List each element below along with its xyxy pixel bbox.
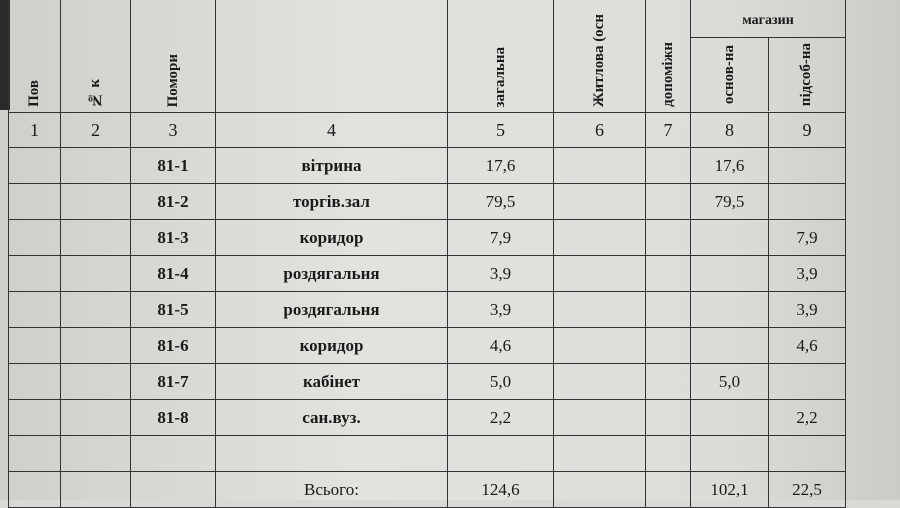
table-row: 81-6 коридор 4,6 4,6 bbox=[8, 327, 846, 364]
cell bbox=[645, 255, 691, 292]
cell bbox=[690, 327, 769, 364]
cell bbox=[8, 327, 61, 364]
header-floor: Пов bbox=[8, 0, 61, 113]
cell: 79,5 bbox=[447, 183, 554, 220]
cell: 81-1 bbox=[130, 147, 216, 184]
cell bbox=[768, 363, 846, 400]
cell bbox=[8, 291, 61, 328]
cell bbox=[645, 291, 691, 328]
cell bbox=[645, 183, 691, 220]
cell: сан.вуз. bbox=[215, 399, 448, 436]
cell bbox=[8, 255, 61, 292]
cell bbox=[60, 255, 131, 292]
header-living: Житлова (осн bbox=[553, 0, 646, 113]
cell: 81-3 bbox=[130, 219, 216, 256]
table-row: 81-2 торгів.зал 79,5 79,5 bbox=[8, 183, 846, 220]
header-auxiliary: допоміжн bbox=[645, 0, 691, 113]
cell: коридор bbox=[215, 219, 448, 256]
cell bbox=[553, 183, 646, 220]
cell bbox=[60, 291, 131, 328]
cell bbox=[553, 291, 646, 328]
cell: 3,9 bbox=[447, 291, 554, 328]
cell: 4,6 bbox=[768, 327, 846, 364]
cell bbox=[60, 327, 131, 364]
cell bbox=[768, 147, 846, 184]
cell bbox=[553, 147, 646, 184]
cell: роздягальня bbox=[215, 291, 448, 328]
cell bbox=[60, 399, 131, 436]
cell: 7,9 bbox=[447, 219, 554, 256]
cell: 81-5 bbox=[130, 291, 216, 328]
cell bbox=[60, 183, 131, 220]
cell bbox=[645, 147, 691, 184]
cell bbox=[768, 183, 846, 220]
empty-row bbox=[8, 435, 846, 472]
cell bbox=[690, 291, 769, 328]
cell: 81-6 bbox=[130, 327, 216, 364]
cell bbox=[645, 327, 691, 364]
page-edge-shadow bbox=[0, 0, 10, 110]
totals-row: Всього: 124,6 102,1 22,5 bbox=[8, 471, 846, 508]
cell: 3,9 bbox=[768, 291, 846, 328]
cell bbox=[645, 363, 691, 400]
cell bbox=[553, 327, 646, 364]
cell bbox=[8, 183, 61, 220]
cell: 81-2 bbox=[130, 183, 216, 220]
room-area-table: Пов № к Помори загальна Житлова (осн доп… bbox=[8, 0, 846, 508]
table-row: 81-3 коридор 7,9 7,9 bbox=[8, 219, 846, 256]
table-row: 81-8 сан.вуз. 2,2 2,2 bbox=[8, 399, 846, 436]
cell: 7,9 bbox=[768, 219, 846, 256]
cell bbox=[8, 147, 61, 184]
cell: 81-8 bbox=[130, 399, 216, 436]
cell bbox=[690, 255, 769, 292]
header-aux: підсоб-на bbox=[798, 42, 815, 107]
cell: вітрина bbox=[215, 147, 448, 184]
cell bbox=[690, 219, 769, 256]
cell bbox=[645, 399, 691, 436]
header-room: Помори bbox=[130, 0, 216, 113]
cell bbox=[8, 399, 61, 436]
cell: 4,6 bbox=[447, 327, 554, 364]
cell: 2,2 bbox=[447, 399, 554, 436]
cell bbox=[60, 363, 131, 400]
header-shop-group: магазин основ-на підсоб-на bbox=[690, 0, 846, 113]
cell bbox=[60, 147, 131, 184]
cell bbox=[553, 399, 646, 436]
cell: роздягальня bbox=[215, 255, 448, 292]
header-main: основ-на bbox=[720, 44, 737, 105]
cell: 2,2 bbox=[768, 399, 846, 436]
cell bbox=[553, 255, 646, 292]
table-row: 81-4 роздягальня 3,9 3,9 bbox=[8, 255, 846, 292]
cell: 5,0 bbox=[447, 363, 554, 400]
cell: 79,5 bbox=[690, 183, 769, 220]
table-row: 81-5 роздягальня 3,9 3,9 bbox=[8, 291, 846, 328]
table-row: 81-1 вітрина 17,6 17,6 bbox=[8, 147, 846, 184]
cell: коридор bbox=[215, 327, 448, 364]
cell bbox=[60, 219, 131, 256]
cell bbox=[8, 363, 61, 400]
cell: торгів.зал bbox=[215, 183, 448, 220]
cell: 5,0 bbox=[690, 363, 769, 400]
cell bbox=[690, 399, 769, 436]
cell bbox=[553, 363, 646, 400]
header-name bbox=[215, 0, 448, 113]
cell: кабінет bbox=[215, 363, 448, 400]
cell: 3,9 bbox=[768, 255, 846, 292]
cell bbox=[8, 219, 61, 256]
table-row: 81-7 кабінет 5,0 5,0 bbox=[8, 363, 846, 400]
cell: 17,6 bbox=[690, 147, 769, 184]
cell: 17,6 bbox=[447, 147, 554, 184]
header-apt-no: № к bbox=[60, 0, 131, 113]
cell bbox=[553, 219, 646, 256]
cell: 3,9 bbox=[447, 255, 554, 292]
cell bbox=[645, 219, 691, 256]
cell: 81-4 bbox=[130, 255, 216, 292]
header-total: загальна bbox=[447, 0, 554, 113]
cell: 81-7 bbox=[130, 363, 216, 400]
